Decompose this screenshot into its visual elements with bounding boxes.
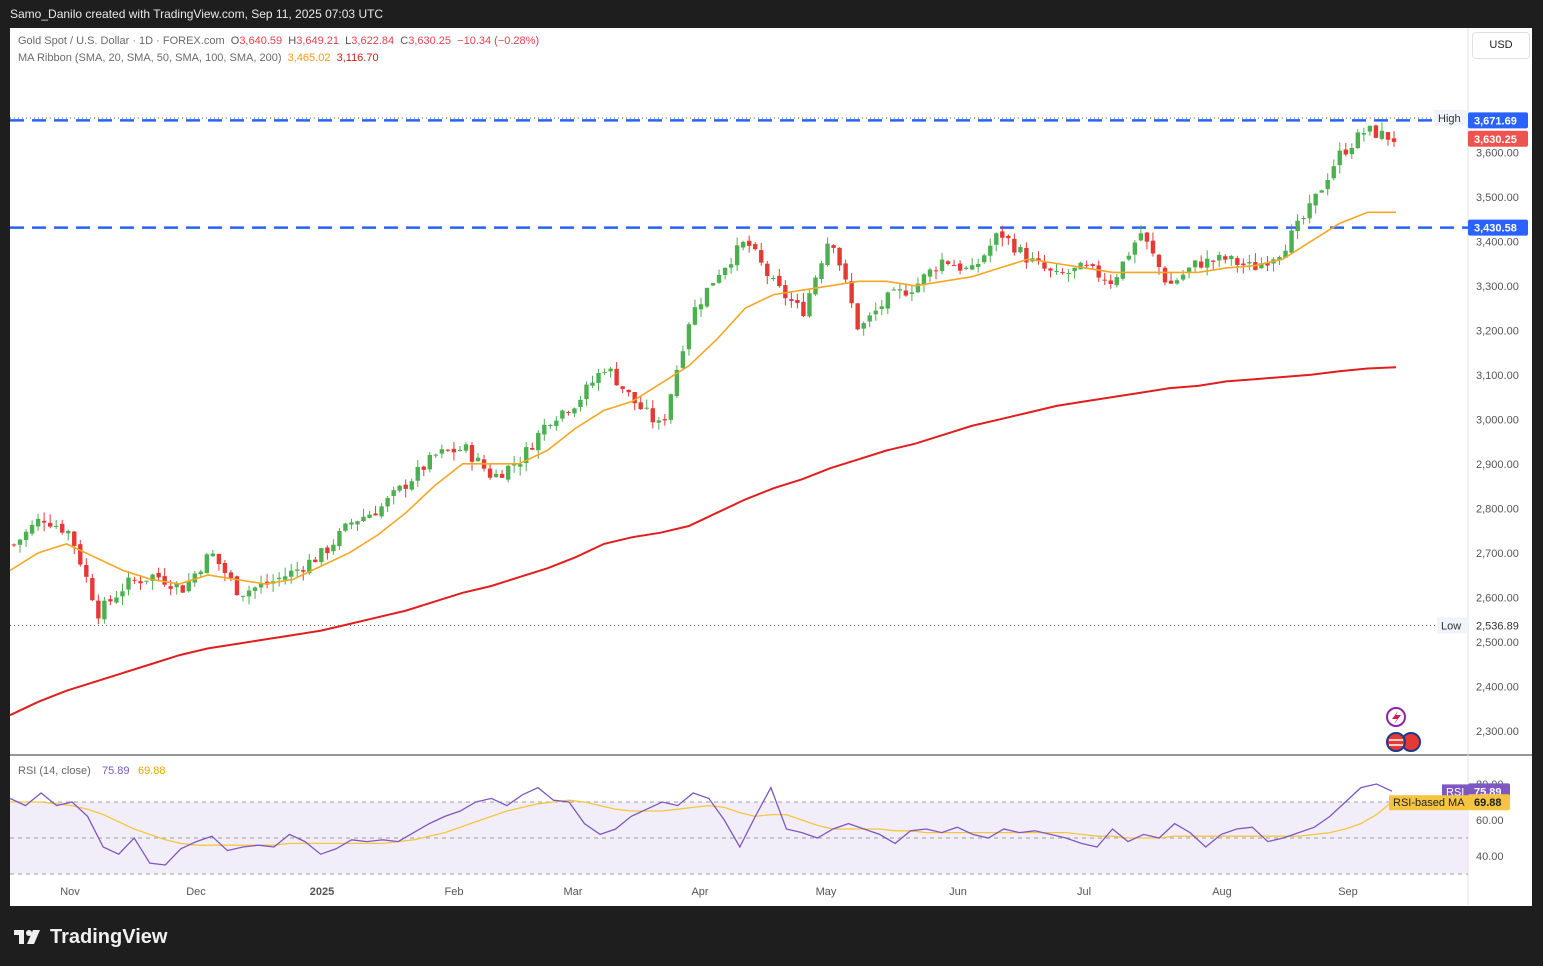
symbol-title: Gold Spot / U.S. Dollar · 1D · FOREX.com bbox=[18, 35, 225, 47]
low-label: L bbox=[345, 35, 352, 47]
ma-legend: MA Ribbon (SMA, 20, SMA, 50, SMA, 100, S… bbox=[18, 52, 379, 64]
attribution-bar: Samo_Danilo created with TradingView.com… bbox=[0, 0, 1543, 28]
high-value: 3,649.21 bbox=[296, 35, 340, 47]
close-label: C bbox=[400, 35, 409, 47]
tradingview-brand: TradingView bbox=[50, 925, 168, 948]
open-label: O bbox=[230, 35, 240, 47]
attribution-text: Samo_Danilo created with TradingView.com… bbox=[10, 7, 384, 21]
tradingview-logo-icon bbox=[14, 930, 40, 944]
low-value: 3,622.84 bbox=[351, 35, 395, 47]
open-value: 3,640.59 bbox=[239, 35, 283, 47]
close-value: 3,630.25 bbox=[408, 35, 452, 47]
ma-value-1: 3,465.02 bbox=[287, 52, 331, 64]
currency-button[interactable]: USD bbox=[1472, 32, 1530, 59]
change-value: −10.34 (−0.28%) bbox=[457, 35, 540, 47]
chart-frame: Gold Spot / U.S. Dollar · 1D · FOREX.com… bbox=[10, 28, 1532, 906]
tradingview-footer[interactable]: TradingView bbox=[12, 924, 167, 950]
high-label: H bbox=[288, 35, 297, 47]
ma-value-2: 3,116.70 bbox=[336, 52, 379, 64]
symbol-legend: Gold Spot / U.S. Dollar · 1D · FOREX.com… bbox=[18, 35, 539, 47]
ma-ribbon-label: MA Ribbon (SMA, 20, SMA, 50, SMA, 100, S… bbox=[18, 52, 282, 64]
